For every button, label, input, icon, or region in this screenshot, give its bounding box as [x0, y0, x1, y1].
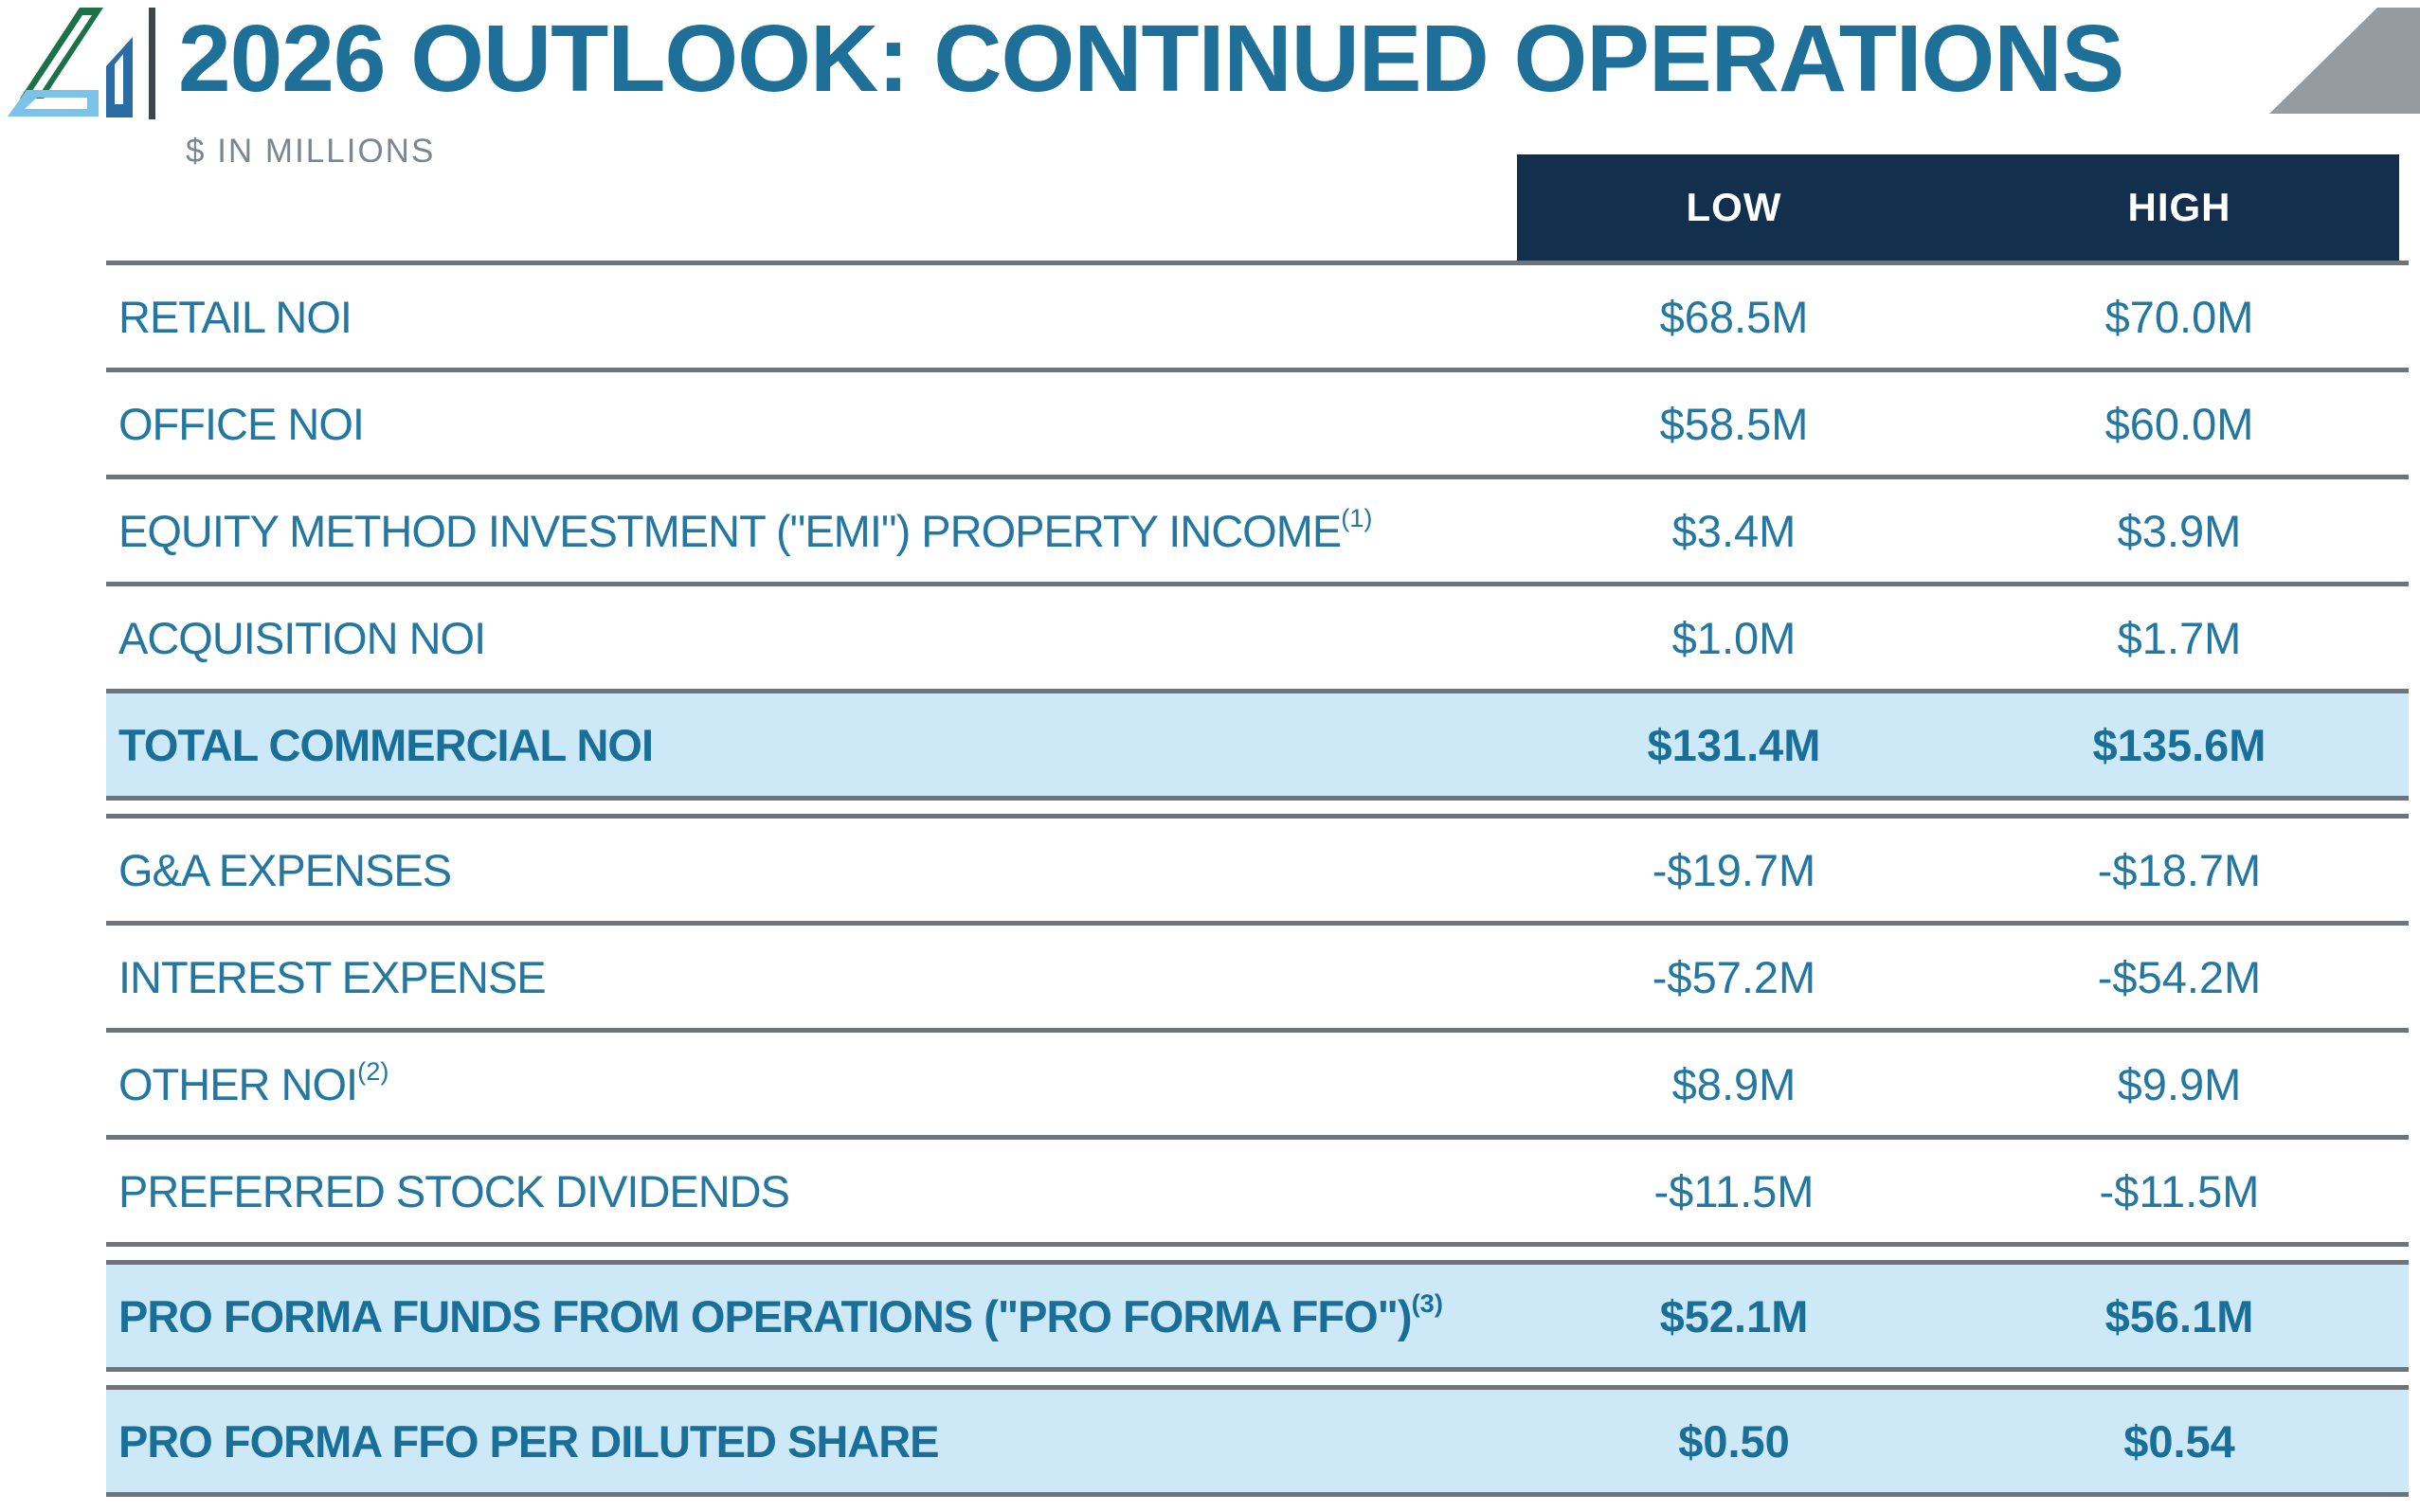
low-value: -$11.5M: [1653, 1165, 1815, 1216]
low-value: $3.4M: [1671, 505, 1797, 556]
table-rows: RETAIL NOI $68.5M $70.0M OFFICE NOI $58.…: [106, 261, 2409, 1497]
footnote-marker: (3): [1411, 1287, 1443, 1318]
row-label: RETAIL NOI: [118, 291, 352, 342]
low-value: $0.50: [1678, 1415, 1790, 1467]
high-value: $60.0M: [2104, 398, 2254, 449]
company-logo-icon: [8, 8, 133, 117]
row-label: PRO FORMA FFO PER DILUTED SHARE: [118, 1415, 939, 1467]
table-row-ga-expenses: G&A EXPENSES -$19.7M -$18.7M: [106, 819, 2409, 926]
table-row-acquisition-noi: ACQUISITION NOI $1.0M $1.7M: [106, 586, 2409, 693]
row-label: OTHER NOI: [118, 1058, 358, 1109]
low-value: $1.0M: [1671, 612, 1797, 663]
header-divider: [149, 8, 155, 119]
low-value: $58.5M: [1659, 398, 1809, 449]
low-value: -$57.2M: [1652, 951, 1816, 1002]
table-row-emi-property-income: EQUITY METHOD INVESTMENT ("EMI") PROPERT…: [106, 479, 2409, 586]
page-title: 2026 OUTLOOK: CONTINUED OPERATIONS: [178, 6, 2124, 112]
high-value: -$54.2M: [2097, 951, 2262, 1002]
logo-lightblue-base: [8, 90, 99, 117]
section-divider: [106, 1372, 2409, 1390]
table-row-pro-forma-ffo: PRO FORMA FUNDS FROM OPERATIONS ("PRO FO…: [106, 1265, 2409, 1372]
high-value: -$11.5M: [2099, 1165, 2260, 1216]
high-value: $56.1M: [2104, 1290, 2254, 1341]
low-value: $68.5M: [1659, 291, 1809, 342]
footnote-marker: (2): [357, 1055, 389, 1086]
row-label: G&A EXPENSES: [118, 844, 452, 895]
table-row-preferred-stock-dividends: PREFERRED STOCK DIVIDENDS -$11.5M -$11.5…: [106, 1140, 2409, 1247]
low-value: $52.1M: [1659, 1290, 1809, 1341]
logo-darkblue-mast: [106, 37, 133, 117]
table-row-interest-expense: INTEREST EXPENSE -$57.2M -$54.2M: [106, 926, 2409, 1033]
low-value: $8.9M: [1671, 1058, 1797, 1109]
row-label: INTEREST EXPENSE: [118, 951, 547, 1002]
high-value: -$18.7M: [2097, 844, 2262, 895]
table-row-ffo-per-diluted-share: PRO FORMA FFO PER DILUTED SHARE $0.50 $0…: [106, 1390, 2409, 1497]
table-row-retail-noi: RETAIL NOI $68.5M $70.0M: [106, 265, 2409, 372]
row-label: PRO FORMA FUNDS FROM OPERATIONS ("PRO FO…: [118, 1290, 1413, 1341]
high-value: $0.54: [2123, 1415, 2235, 1467]
table-row-office-noi: OFFICE NOI $58.5M $60.0M: [106, 372, 2409, 479]
row-label: EQUITY METHOD INVESTMENT ("EMI") PROPERT…: [118, 505, 1342, 556]
row-label: TOTAL COMMERCIAL NOI: [118, 719, 654, 770]
high-value: $135.6M: [2092, 719, 2266, 770]
table-row-total-commercial-noi: TOTAL COMMERCIAL NOI $131.4M $135.6M: [106, 693, 2409, 801]
low-value: $131.4M: [1647, 719, 1821, 770]
footnote-marker: (1): [1341, 502, 1373, 532]
column-header-high: HIGH: [2127, 185, 2231, 229]
units-subtitle: $ IN MILLIONS: [186, 133, 436, 170]
row-label: PREFERRED STOCK DIVIDENDS: [118, 1165, 790, 1216]
corner-decoration: [2269, 8, 2420, 114]
column-header-low: LOW: [1686, 185, 1782, 229]
high-value: $1.7M: [2117, 612, 2242, 663]
high-value: $3.9M: [2117, 505, 2242, 556]
table-row-other-noi: OTHER NOI(2) $8.9M $9.9M: [106, 1033, 2409, 1140]
logo-green-beam: [20, 8, 103, 99]
section-divider: [106, 801, 2409, 819]
table-column-header: LOW HIGH: [1517, 154, 2399, 261]
section-divider: [106, 1247, 2409, 1265]
row-label: OFFICE NOI: [118, 398, 365, 449]
low-value: -$19.7M: [1652, 844, 1816, 895]
row-label: ACQUISITION NOI: [118, 612, 486, 663]
high-value: $70.0M: [2104, 291, 2254, 342]
high-value: $9.9M: [2117, 1058, 2242, 1109]
